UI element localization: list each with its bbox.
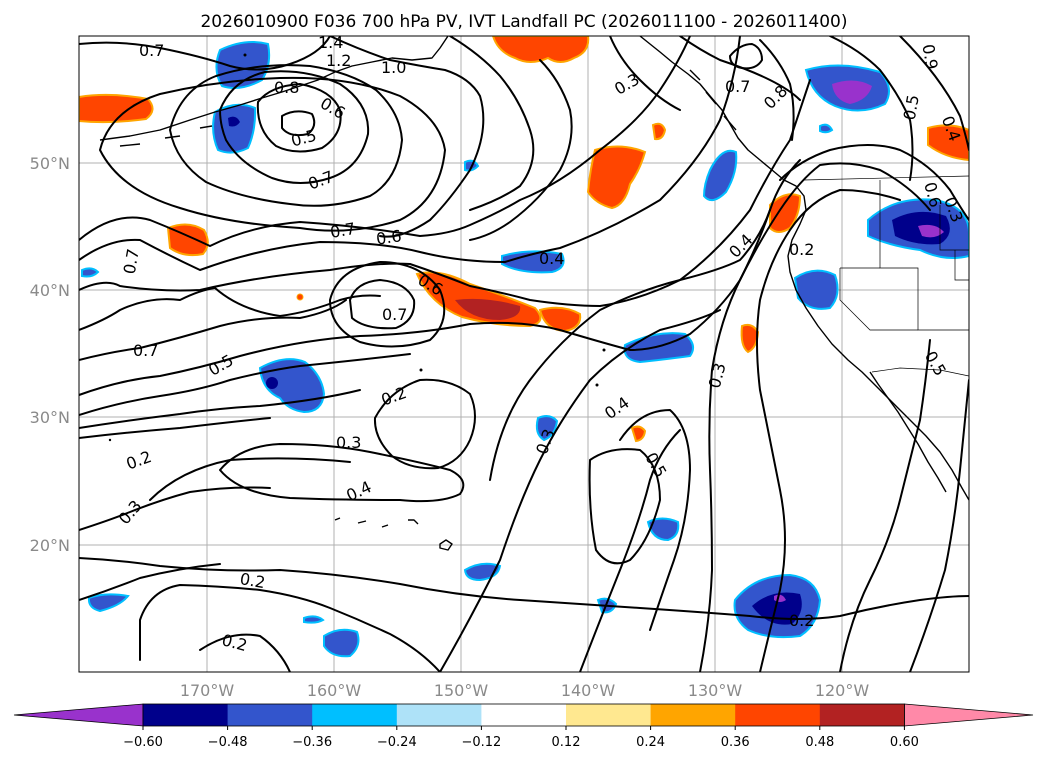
shade-negative <box>81 267 100 278</box>
colorbar-extend-high <box>904 703 1034 727</box>
colorbar-tick-label: 0.48 <box>805 735 834 750</box>
contour-label: 0.7 <box>139 41 164 60</box>
shade-positive <box>491 36 590 63</box>
shade-negative <box>303 615 325 624</box>
lon-label: 150°W <box>434 681 489 700</box>
shade-positive <box>586 145 647 210</box>
colorbar-segment <box>312 704 398 726</box>
contour-label: 1.4 <box>318 33 343 52</box>
colorbar-segment <box>143 704 229 726</box>
shade-positive <box>740 323 760 354</box>
contour-label: 0.7 <box>133 341 158 360</box>
colorbar-tick-label: −0.60 <box>123 735 163 750</box>
colorbar-segment <box>819 704 905 726</box>
shade-negative <box>228 116 240 127</box>
contour-label: 0.6 <box>375 226 403 248</box>
colorbar-segment <box>396 704 482 726</box>
contour-label: 0.9 <box>918 43 941 71</box>
colorbar-tick-label: −0.12 <box>461 735 501 750</box>
shade-positive <box>538 306 582 333</box>
shade-negative <box>323 628 360 658</box>
contour-label: 0.7 <box>329 219 357 242</box>
shade-negative <box>212 103 257 154</box>
shade-negative <box>258 358 326 414</box>
contour-label: 0.5 <box>900 93 923 121</box>
contour-label: 0.8 <box>274 78 299 97</box>
shade-positive <box>455 298 521 320</box>
map-frame <box>78 35 970 673</box>
shade-negative <box>501 250 565 274</box>
shade-negative <box>702 149 738 202</box>
contour-label: 0.3 <box>336 433 361 452</box>
lon-label: 160°W <box>307 681 362 700</box>
shade-negative <box>535 415 559 442</box>
contour-label: 0.2 <box>238 569 266 592</box>
contour-label: 0.2 <box>789 611 814 630</box>
colorbar: −0.60 −0.48 −0.36 −0.24 −0.12 0.12 0.24 0.36 0.4… <box>13 703 1034 750</box>
shade-positive <box>927 124 969 162</box>
lat-label: 50°N <box>30 154 70 173</box>
colorbar-segment <box>566 704 652 726</box>
shade-negative <box>832 80 872 104</box>
shade-positive <box>630 425 647 443</box>
shade-negative <box>819 123 834 134</box>
colorbar-segment <box>650 704 736 726</box>
colorbar-segment <box>735 704 821 726</box>
shade-positive <box>769 193 802 233</box>
pv-shading <box>79 36 969 658</box>
colorbar-extend-low <box>13 703 144 727</box>
shade-negative <box>87 593 130 613</box>
contour-label: 0.2 <box>789 240 814 259</box>
colorbar-tick-label: 0.60 <box>890 735 919 750</box>
shade-positive <box>296 293 304 301</box>
contour-label: 0.4 <box>539 249 564 268</box>
colorbar-tick-label: −0.24 <box>377 735 417 750</box>
colorbar-tick-label: 0.12 <box>552 735 581 750</box>
colorbar-segment <box>481 704 567 726</box>
contour-label: 0.7 <box>725 77 750 96</box>
shade-negative <box>793 269 839 310</box>
colorbar-tick-label: 0.24 <box>636 735 665 750</box>
colorbar-tick-label: −0.36 <box>292 735 332 750</box>
shade-negative <box>646 517 680 542</box>
latitude-labels: 50°N 40°N 30°N 20°N <box>30 154 70 555</box>
contour-label: 0.7 <box>120 247 143 275</box>
colorbar-tick-label: −0.48 <box>208 735 248 750</box>
lat-label: 30°N <box>30 408 70 427</box>
lat-label: 40°N <box>30 281 70 300</box>
lon-label: 120°W <box>815 681 870 700</box>
political-borders <box>803 175 969 377</box>
shade-positive <box>651 122 667 141</box>
shade-negative <box>918 224 944 238</box>
lon-label: 170°W <box>180 681 235 700</box>
lon-label: 130°W <box>688 681 743 700</box>
contour-label: 1.0 <box>381 58 406 77</box>
shade-negative <box>266 377 278 389</box>
coastlines <box>99 36 969 551</box>
colorbar-tick-label: 0.36 <box>721 735 750 750</box>
shade-positive <box>79 93 154 124</box>
contour-label: 1.2 <box>326 51 351 70</box>
figure-title: 2026010900 F036 700 hPa PV, IVT Landfall… <box>200 12 847 32</box>
longitude-labels: 170°W 160°W 150°W 140°W 130°W 120°W <box>180 681 870 700</box>
contour-label: 0.7 <box>382 305 407 324</box>
colorbar-outline <box>142 703 905 727</box>
pv-contours <box>79 36 969 672</box>
lon-label: 140°W <box>561 681 616 700</box>
colorbar-segment <box>227 704 313 726</box>
lat-label: 20°N <box>30 536 70 555</box>
